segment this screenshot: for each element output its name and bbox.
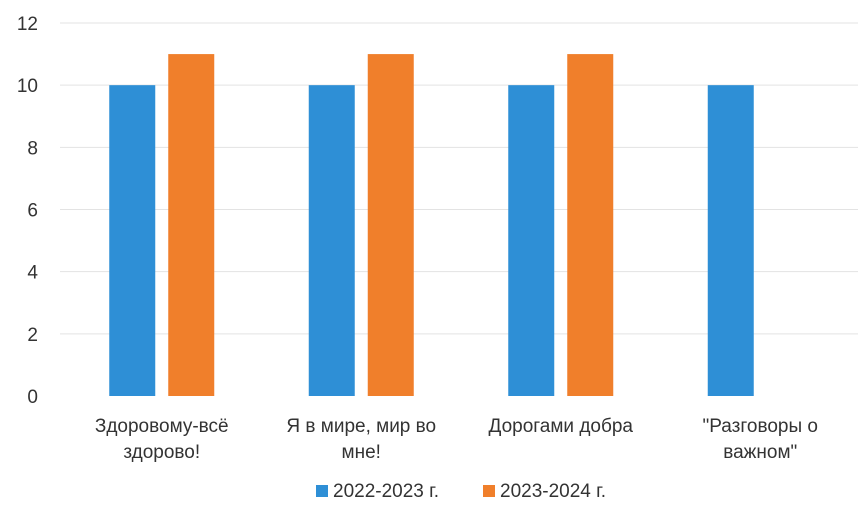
legend-swatch — [316, 485, 328, 497]
category-label-line: Здоровому-всё — [95, 416, 229, 437]
x-axis-categories: Здоровому-всё здорово! Я в мире, мир во мне… — [95, 416, 818, 463]
category-label-line: мне! — [342, 442, 381, 463]
y-axis-ticks: 0 2 4 6 8 10 12 — [17, 14, 39, 408]
category-label-line: здорово! — [123, 442, 200, 463]
legend-label: 2023-2024 г. — [500, 481, 606, 502]
y-tick-label: 6 — [27, 201, 38, 222]
legend: 2022-2023 г. 2023-2024 г. — [316, 481, 606, 502]
bar-1-3 — [508, 85, 555, 397]
y-tick-label: 2 — [27, 325, 38, 346]
bar-1-4 — [707, 85, 754, 397]
y-tick-label: 4 — [27, 263, 38, 284]
category-label: Дорогами добра — [489, 416, 634, 437]
bar-2-3 — [567, 54, 614, 396]
category-label-line: важном" — [723, 442, 797, 463]
bars — [109, 54, 754, 397]
category-label: Я в мире, мир во мне! — [286, 416, 436, 463]
category-label: Здоровому-всё здорово! — [95, 416, 229, 463]
legend-item-1: 2022-2023 г. — [316, 481, 439, 502]
legend-item-2: 2023-2024 г. — [483, 481, 606, 502]
bar-2-2 — [367, 54, 414, 396]
y-tick-label: 0 — [27, 387, 38, 408]
legend-swatch — [483, 485, 495, 497]
bar-1-1 — [109, 85, 156, 397]
y-tick-label: 8 — [27, 138, 38, 159]
y-tick-label: 12 — [17, 14, 38, 35]
bar-1-2 — [308, 85, 355, 397]
y-tick-label: 10 — [17, 76, 38, 97]
category-label-line: Дорогами добра — [489, 416, 634, 437]
bar-2-1 — [168, 54, 215, 396]
category-label: "Разговоры о важном" — [703, 416, 818, 463]
category-label-line: Я в мире, мир во — [286, 416, 436, 437]
category-label-line: "Разговоры о — [703, 416, 818, 437]
legend-label: 2022-2023 г. — [333, 481, 439, 502]
